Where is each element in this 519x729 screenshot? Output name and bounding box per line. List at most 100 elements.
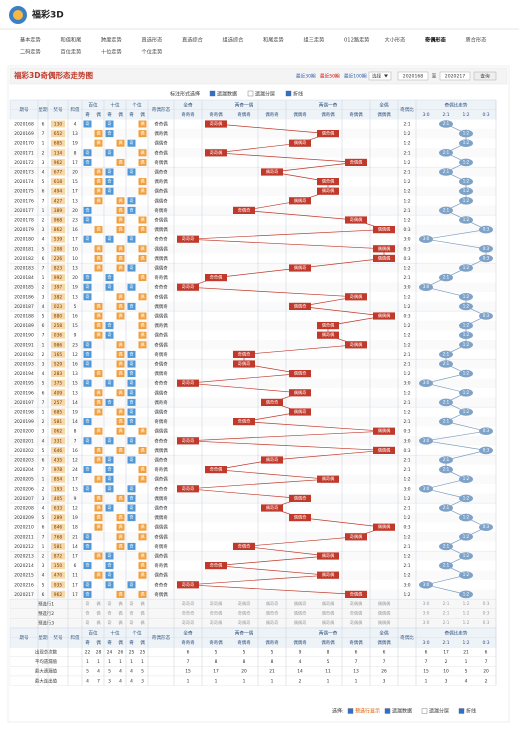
date-to[interactable]: 2020217 [445, 74, 466, 80]
preselect-cell[interactable]: 奇 [107, 619, 111, 626]
option-text[interactable]: 折线 [293, 91, 303, 98]
preselect-cell[interactable]: 奇偶偶 [350, 610, 363, 617]
preselect-cell[interactable]: 偶奇偶 [322, 610, 335, 617]
ratio: 1:2 [403, 496, 410, 502]
preselect-cell[interactable]: 奇偶奇 [238, 619, 251, 626]
nav-link[interactable]: 组三走势 [304, 36, 325, 44]
preselect-cell[interactable]: 奇奇奇 [182, 600, 195, 607]
preselect-cell[interactable]: 偶 [96, 600, 100, 607]
nav-link[interactable]: 十位走势 [101, 48, 122, 56]
preselect-cell[interactable]: 奇 [85, 600, 89, 607]
query-text[interactable]: 查询 [480, 73, 490, 80]
preselect-cell[interactable]: 偶 [96, 610, 100, 617]
preselect-cell[interactable]: 奇奇偶 [210, 600, 223, 607]
preselect-cell[interactable]: 奇 [85, 619, 89, 626]
preselect-cell[interactable]: 偶 [140, 600, 144, 607]
issue: 2020190 [14, 333, 34, 339]
sum: 13 [72, 294, 78, 300]
preselect-cell[interactable]: 奇奇偶 [210, 619, 223, 626]
preselect-cell[interactable]: 偶奇偶 [322, 600, 335, 607]
preselect-cell[interactable]: 奇 [107, 600, 111, 607]
preselect-cell[interactable]: 奇偶偶 [350, 619, 363, 626]
parity-hit [127, 168, 136, 176]
preselect-cell[interactable]: 2:1 [443, 601, 450, 606]
footer-option[interactable]: 遗漏分层 [429, 708, 449, 715]
weekday: 6 [42, 458, 45, 464]
footer-option[interactable]: 遗漏数据 [392, 708, 412, 715]
nav-link[interactable]: 和尾走势 [263, 36, 284, 44]
period-link[interactable]: 最近30期 [296, 73, 316, 80]
nav-link[interactable]: 直选综合 [182, 36, 204, 44]
preselect-cell[interactable]: 偶奇偶 [322, 619, 335, 626]
stats-value: 1 [271, 678, 274, 684]
preselect-cell[interactable]: 奇奇偶 [210, 610, 223, 617]
preselect-cell[interactable]: 奇奇奇 [182, 619, 195, 626]
option-text[interactable]: 遗漏分层 [255, 91, 275, 98]
nav-link[interactable]: 百位走势 [61, 48, 82, 56]
preselect-cell[interactable]: 1:2 [463, 601, 470, 606]
nav-link[interactable]: 二码走势 [20, 48, 41, 56]
number-badge [51, 168, 65, 176]
parity-hit [116, 139, 125, 147]
preselect-cell[interactable]: 1:2 [463, 620, 470, 625]
nav-link[interactable]: 跨度走势 [101, 36, 122, 44]
preselect-cell[interactable]: 奇奇奇 [182, 610, 195, 617]
preselect-cell[interactable]: 偶偶偶 [378, 619, 391, 626]
footer-option[interactable]: 折线 [466, 708, 476, 715]
preselect-cell[interactable]: 奇 [129, 600, 133, 607]
preselect-cell[interactable]: 0:3 [483, 620, 490, 625]
parity-hit [116, 312, 125, 320]
preselect-cell[interactable]: 奇 [85, 610, 89, 617]
preselect-cell[interactable]: 偶奇奇 [266, 619, 279, 626]
nav-link[interactable]: 奇偶形态 [425, 36, 447, 44]
preselect-cell[interactable]: 3:0 [423, 620, 430, 625]
preselect-cell[interactable]: 奇偶奇 [238, 600, 251, 607]
preselect-cell[interactable]: 偶偶奇 [294, 610, 307, 617]
preselect-cell[interactable]: 奇偶偶 [350, 600, 363, 607]
parity-hit [83, 350, 92, 358]
option-text[interactable]: 遗漏数据 [217, 91, 237, 98]
preselect-cell[interactable]: 偶 [140, 610, 144, 617]
preselect-cell[interactable]: 1:2 [463, 611, 470, 616]
preselect-cell[interactable]: 偶 [96, 619, 100, 626]
nav-link[interactable]: 个位走势 [142, 48, 163, 56]
date-from[interactable]: 2020168 [403, 74, 424, 80]
preselect-cell[interactable]: 奇 [129, 619, 133, 626]
preselect-cell[interactable]: 偶偶奇 [294, 600, 307, 607]
ratio: 0:3 [403, 525, 410, 531]
preselect-cell[interactable]: 偶奇奇 [266, 610, 279, 617]
nav-link[interactable]: 大小形态 [385, 36, 406, 44]
preselect-cell[interactable]: 偶 [118, 610, 122, 617]
preselect-cell[interactable]: 偶偶偶 [378, 600, 391, 607]
period-link[interactable]: 最近100期 [344, 73, 367, 80]
footer-option[interactable]: 预选行显示 [355, 708, 380, 715]
preselect-cell[interactable]: 偶 [118, 619, 122, 626]
preselect-cell[interactable]: 3:0 [423, 611, 430, 616]
preselect-cell[interactable]: 奇 [107, 610, 111, 617]
period-link[interactable]: 最近50期 [320, 73, 340, 80]
preselect-cell[interactable]: 0:3 [483, 611, 490, 616]
nav-link[interactable]: 基本走势 [20, 36, 41, 44]
nav-link[interactable]: 质合形态 [466, 36, 487, 44]
preselect-cell[interactable]: 偶 [118, 600, 122, 607]
preselect-cell[interactable]: 0:3 [483, 601, 490, 606]
preselect-cell[interactable]: 偶奇奇 [266, 600, 279, 607]
preselect-cell[interactable]: 3:0 [423, 601, 430, 606]
shape-hit-text: 奇偶偶 [350, 216, 363, 223]
preselect-cell[interactable]: 偶偶偶 [378, 610, 391, 617]
preselect-cell[interactable]: 2:1 [443, 611, 450, 616]
preselect-cell[interactable]: 奇偶奇 [238, 610, 251, 617]
parity-hit [116, 514, 125, 522]
nav-link[interactable]: 012路走势 [344, 36, 369, 44]
parity-text: 奇 [107, 322, 111, 329]
nav-link[interactable]: 组选综合 [223, 36, 245, 44]
preselect-cell[interactable]: 2:1 [443, 620, 450, 625]
shape: 偶偶奇 [154, 265, 168, 272]
preselect-cell[interactable]: 奇 [129, 610, 133, 617]
select-text[interactable]: 选择 [372, 73, 382, 80]
preselect-cell[interactable]: 偶偶奇 [294, 619, 307, 626]
nav-link[interactable]: 直选形态 [142, 36, 163, 44]
nav-link[interactable]: 和值和尾 [61, 36, 82, 44]
preselect-cell[interactable]: 偶 [140, 619, 144, 626]
stats-value: 21 [269, 669, 275, 675]
